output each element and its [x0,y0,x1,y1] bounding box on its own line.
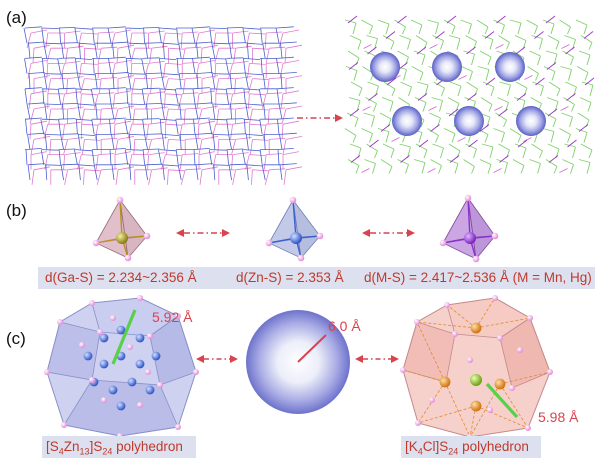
cavity-sphere [495,52,525,82]
caption-part: polyhedron [458,439,529,454]
arrow-double-c2 [355,355,399,363]
distance-zn-s: d(Zn-S) = 2.353 Å [236,270,344,285]
cavity-sphere [370,52,400,82]
arrow-framework-to-cavity [297,114,343,122]
panel-label-c: (c) [6,329,26,348]
caption-k4cl-polyhedron: [K4Cl]S24 polyhedron [401,436,541,458]
measurement-zn-polyhedron: 5.92 Å [152,309,193,325]
caption-part: Cl]S [422,439,449,454]
measurement-sphere-radius: 6.0 Å [328,318,361,334]
caption-part: polyhedron [112,439,183,454]
caption-subscript: 4 [417,446,423,457]
cavity-sphere [432,52,462,82]
tetrahedron-m [439,194,499,263]
caption-part: [K [405,439,418,454]
caption-part: [S [46,439,59,454]
cavity-sphere [454,106,484,136]
caption-s4zn13-polyhedron: [S4Zn13]S24 polyhedron [42,436,196,458]
distance-ga-s: d(Ga-S) = 2.234~2.356 Å [45,270,197,285]
tetrahedron-ga [92,196,151,262]
polyhedron-s4zn13 [44,295,199,439]
arrow-double-b2 [362,229,415,237]
arrow-double-b1 [176,229,230,237]
caption-part: Zn [63,439,80,454]
distance-m-s: d(M-S) = 2.417~2.536 Å (M = Mn, Hg) [364,270,592,285]
framework-lattice-left [23,26,303,185]
framework-lattice-right [344,15,595,174]
panel-label-a: (a) [6,8,27,27]
arrow-double-c1 [196,355,238,363]
cavity-sphere-large [246,310,350,414]
cavity-sphere [516,106,546,136]
cavity-sphere [392,106,422,136]
distance-caption-bar [38,267,595,289]
panel-label-b: (b) [6,201,27,220]
cavity-spheres [370,52,546,136]
caption-subscript: 24 [448,446,459,457]
caption-subscript: 4 [58,446,64,457]
tetrahedron-zn [265,196,324,262]
caption-subscript: 24 [102,446,113,457]
polyhedron-k4cl [400,295,553,440]
caption-part: ]S [89,439,103,454]
caption-subscript: 13 [79,446,90,457]
measurement-k-polyhedron: 5.98 Å [538,409,579,425]
